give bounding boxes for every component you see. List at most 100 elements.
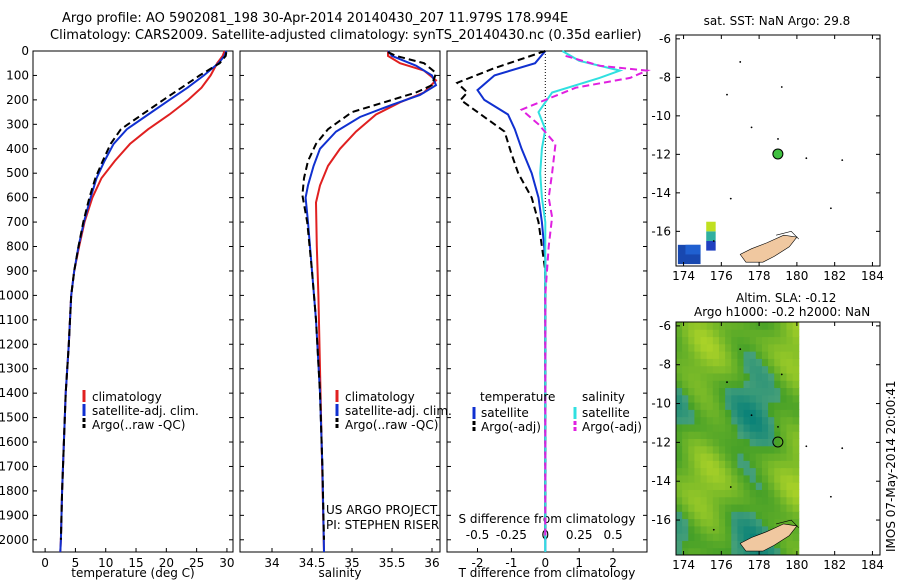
sla-cell: [718, 438, 726, 447]
sla-cell: [700, 482, 708, 490]
sla-cell: [768, 504, 775, 512]
sla-cell: [700, 474, 708, 483]
sla-cell: [712, 540, 720, 549]
difference-series-2: [537, 50, 624, 552]
sla-cell: [774, 438, 781, 447]
lat-tick-label: -8: [659, 358, 671, 372]
sla-cell: [792, 416, 800, 425]
sla-cell: [768, 416, 775, 425]
sla-cell: [755, 351, 763, 359]
sla-cell: [706, 358, 714, 367]
difference-series-3: [519, 54, 651, 540]
sla-cell: [780, 336, 787, 345]
sla-cell: [768, 474, 775, 483]
sla-cell: [712, 482, 720, 490]
sla-cell: [755, 343, 763, 352]
sla-cell: [694, 482, 702, 490]
t-diff-tick-label: -1: [505, 556, 517, 570]
sla-cell: [682, 416, 689, 425]
sla-cell: [786, 453, 794, 461]
sla-cell: [774, 336, 781, 345]
sla-cell: [700, 387, 708, 396]
sla-cell: [743, 409, 751, 418]
sla-cell: [682, 423, 689, 432]
sla-cell: [737, 358, 745, 367]
sla-cell: [676, 525, 683, 534]
sla-cell: [749, 438, 757, 447]
sla-cell: [761, 460, 769, 469]
sla-cell: [749, 423, 757, 432]
sla-cell: [706, 533, 714, 541]
temperature-tick-label: 30: [219, 556, 234, 570]
sla-cell: [700, 423, 708, 432]
sla-cell: [700, 467, 708, 476]
sla-cell: [682, 431, 689, 439]
s-diff-tick-label: 0.5: [604, 528, 623, 542]
lat-tick-label: -6: [659, 32, 671, 46]
sla-cell: [718, 423, 726, 432]
sla-cell: [786, 402, 794, 410]
sla-cell: [786, 533, 794, 541]
sla-cell: [737, 402, 745, 410]
sla-cell: [749, 402, 757, 410]
reef-outline: [776, 519, 799, 529]
sla-cell: [768, 445, 775, 454]
sla-cell: [688, 460, 695, 469]
sla-cell: [712, 453, 720, 461]
sla-cell: [676, 365, 683, 374]
sla-cell: [761, 453, 769, 461]
sla-cell: [755, 336, 763, 345]
sla-cell: [749, 511, 757, 520]
sla-cell: [749, 394, 757, 403]
sla-cell: [712, 416, 720, 425]
sla-cell: [694, 329, 702, 338]
sla-cell: [780, 482, 787, 490]
sla-cell: [743, 496, 751, 505]
sla-cell: [737, 409, 745, 418]
sla-cell: [694, 504, 702, 512]
sla-cell: [682, 380, 689, 389]
sla-cell: [774, 482, 781, 490]
panel-temperature-frame: [32, 50, 234, 553]
island-dot: [805, 445, 808, 448]
sla-cell: [700, 322, 708, 330]
sla-cell: [725, 518, 732, 527]
sla-cell: [755, 358, 763, 367]
sla-cell: [743, 533, 751, 541]
sla-cell: [700, 445, 708, 454]
sla-cell: [792, 365, 800, 374]
sla-cell: [688, 394, 695, 403]
sla-cell: [755, 380, 763, 389]
sla-cell: [706, 387, 714, 396]
sla-cell: [706, 394, 714, 403]
sla-cell: [725, 402, 732, 410]
sla-cell: [718, 329, 726, 338]
salinity-tick-label: 35: [344, 556, 359, 570]
t-diff-axis-label: T difference from climatology: [458, 566, 636, 580]
sla-cell: [780, 460, 787, 469]
sla-cell: [694, 402, 702, 410]
sla-cell: [774, 423, 781, 432]
sla-cell: [749, 445, 757, 454]
figure-title-line1: Argo profile: AO 5902081_198 30-Apr-2014…: [62, 11, 569, 26]
island-dot: [750, 126, 753, 129]
sla-cell: [774, 460, 781, 469]
sla-cell: [761, 358, 769, 367]
sla-cell: [712, 445, 720, 454]
sla-cell: [749, 351, 757, 359]
temperature-axis-label: temperature (deg C): [71, 566, 194, 580]
sla-cell: [774, 504, 781, 512]
pi-annotation: PI: STEPHEN RISER: [326, 518, 439, 532]
sla-cell: [755, 431, 763, 439]
sla-cell: [792, 372, 800, 381]
sla-cell: [688, 365, 695, 374]
sla-cell: [743, 423, 751, 432]
sla-cell: [768, 409, 775, 418]
sla-cell: [737, 504, 745, 512]
sla-cell: [688, 343, 695, 352]
sla-cell: [792, 518, 800, 527]
sla-cell: [712, 423, 720, 432]
sla-cell: [755, 460, 763, 469]
sla-cell: [792, 358, 800, 367]
sla-cell: [700, 525, 708, 534]
